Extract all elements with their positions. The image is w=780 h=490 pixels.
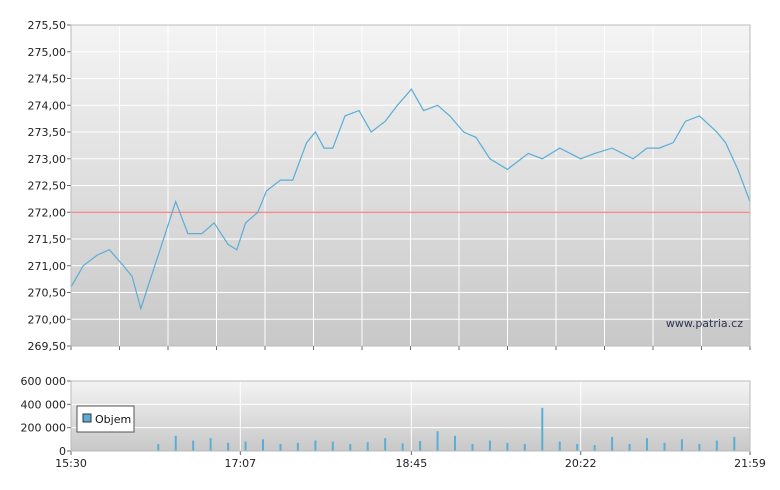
volume-bar — [192, 440, 195, 451]
volume-bar — [209, 438, 212, 451]
volume-bar — [523, 444, 526, 451]
volume-plot-frame — [70, 380, 751, 452]
price-y-tick-label: 272,00 — [28, 206, 67, 219]
volume-bar — [279, 444, 282, 451]
price-y-tick-label: 270,50 — [28, 287, 67, 300]
volume-bar — [454, 435, 457, 451]
volume-bar — [384, 438, 387, 451]
volume-bar — [401, 443, 404, 451]
price-y-tick-label: 274,00 — [28, 99, 67, 112]
volume-bar — [366, 442, 369, 451]
legend-label-objem: Objem — [95, 413, 131, 426]
volume-y-tick-label: 600 000 — [21, 375, 67, 388]
price-y-tick-label: 275,00 — [28, 46, 67, 59]
volume-bar — [314, 440, 317, 451]
volume-y-ticks: 600 000 400 000 200 000 0 — [21, 375, 71, 458]
price-y-tick-label: 275,50 — [28, 19, 67, 32]
volume-bar — [506, 442, 509, 451]
volume-bar — [227, 442, 230, 451]
volume-x-tick-label: 17:07 — [224, 457, 256, 470]
volume-bar — [262, 439, 265, 451]
price-plot-frame — [70, 24, 751, 347]
price-x-ticks — [70, 346, 751, 350]
price-y-tick-label: 269,50 — [28, 340, 67, 353]
volume-bar — [244, 441, 247, 451]
volume-bar — [488, 440, 491, 451]
volume-x-tick-label: 20:22 — [565, 457, 597, 470]
volume-bar — [611, 437, 614, 451]
price-y-tick-label: 271,00 — [28, 260, 67, 273]
volume-x-ticks: 15:30 17:07 18:45 20:22 21:59 — [55, 451, 766, 470]
volume-bar — [715, 440, 718, 451]
price-y-tick-label: 273,00 — [28, 153, 67, 166]
volume-bar — [733, 437, 736, 451]
volume-bar — [349, 444, 352, 451]
volume-bar — [296, 442, 299, 451]
price-line — [70, 88, 751, 311]
price-y-tick-label: 274,50 — [28, 73, 67, 86]
volume-bar — [593, 445, 596, 451]
volume-x-tick-label: 21:59 — [734, 457, 766, 470]
volume-bar — [174, 435, 177, 451]
price-y-tick-label: 271,50 — [28, 233, 67, 246]
volume-bar — [663, 442, 666, 451]
volume-plot-area — [71, 381, 750, 451]
volume-bar — [436, 431, 439, 451]
volume-legend: Objem — [76, 405, 135, 433]
volume-bar — [157, 444, 160, 451]
volume-bar — [471, 444, 474, 451]
volume-bar — [419, 441, 422, 451]
legend-swatch — [82, 413, 92, 423]
volume-bar — [628, 444, 631, 451]
volume-x-tick-label: 18:45 — [396, 457, 428, 470]
price-y-tick-label: 272,50 — [28, 180, 67, 193]
volume-bar — [331, 441, 334, 451]
volume-bars — [157, 407, 736, 451]
volume-y-tick-label: 400 000 — [21, 398, 67, 411]
volume-bar — [646, 438, 649, 451]
price-y-tick-label: 270,00 — [28, 313, 67, 326]
volume-bar — [576, 444, 579, 451]
volume-x-tick-label: 15:30 — [55, 457, 87, 470]
price-y-ticks: 275,50 275,00 274,50 274,00 273,50 273,00 272,… — [28, 19, 71, 353]
volume-bar — [680, 439, 683, 451]
volume-y-tick-label: 0 — [59, 445, 66, 458]
price-y-tick-label: 273,50 — [28, 126, 67, 139]
volume-bar — [541, 407, 544, 451]
volume-bar — [698, 444, 701, 451]
volume-bar — [558, 441, 561, 451]
watermark: www.patria.cz — [666, 317, 743, 330]
volume-y-tick-label: 200 000 — [21, 422, 67, 435]
